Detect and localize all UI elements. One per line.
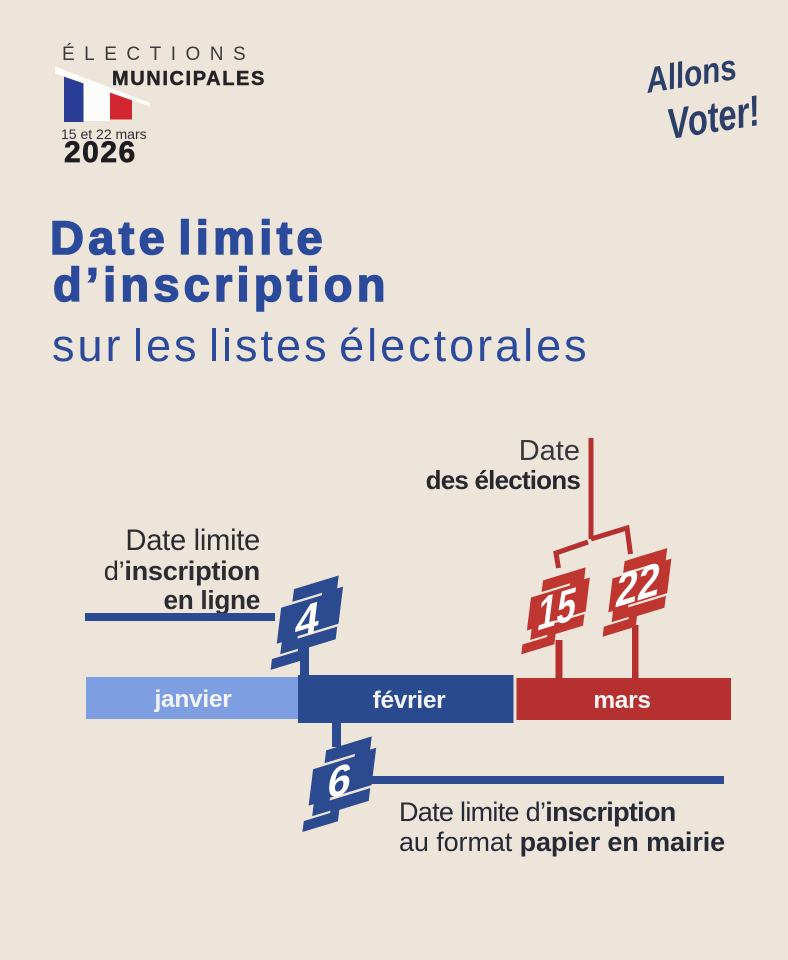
svg-text:15: 15 bbox=[535, 578, 580, 642]
svg-text:janvier: janvier bbox=[154, 686, 233, 713]
svg-text:mars: mars bbox=[593, 687, 650, 714]
svg-text:février: février bbox=[373, 687, 447, 714]
